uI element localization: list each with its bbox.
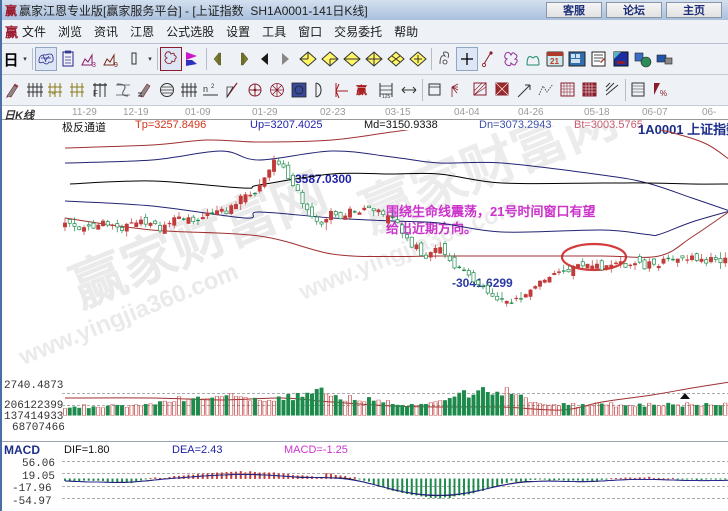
svg-text:%: % — [660, 89, 667, 98]
svg-text:125: 125 — [382, 94, 391, 99]
svg-text:赢: 赢 — [356, 83, 367, 97]
svg-text:n: n — [203, 84, 208, 94]
svg-text:21: 21 — [550, 57, 559, 66]
svg-text:F: F — [93, 89, 98, 98]
svg-text:3: 3 — [92, 62, 96, 68]
svg-text:9: 9 — [114, 62, 118, 68]
svg-text:2: 2 — [211, 84, 215, 90]
